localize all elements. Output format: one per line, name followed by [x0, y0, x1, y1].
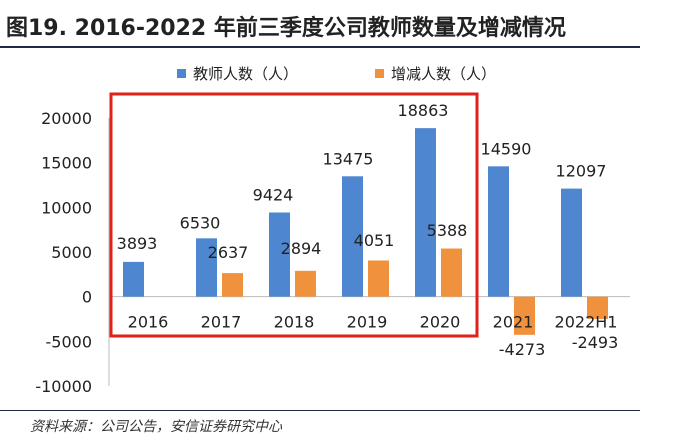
- bar-teachers-2020: [415, 128, 436, 297]
- footer-divider: [0, 410, 640, 411]
- bar-teachers-2019: [342, 176, 363, 297]
- legend-label-teachers: 教师人数（人）: [193, 65, 298, 83]
- bar-teachers-2017: [196, 238, 217, 297]
- y-tick-label: -5000: [46, 332, 93, 351]
- bar-teachers-2018: [269, 212, 290, 297]
- data-label-teachers: 18863: [398, 101, 449, 120]
- data-label-teachers: 6530: [180, 213, 221, 232]
- x-tick-label: 2017: [201, 313, 242, 332]
- title-divider: [0, 46, 640, 48]
- data-label-teachers: 9424: [253, 185, 294, 204]
- data-label-teachers: 13475: [323, 149, 374, 168]
- bar-teachers-2022H1: [561, 188, 582, 297]
- legend-label-change: 增减人数（人）: [391, 65, 496, 83]
- bar-change-2017: [222, 273, 243, 297]
- data-label-teachers: 14590: [481, 139, 532, 158]
- data-label-change: 2894: [281, 239, 322, 258]
- data-label-change: 4051: [354, 231, 395, 250]
- highlight-box: [109, 92, 479, 338]
- bar-change-2022H1: [587, 296, 608, 319]
- x-tick-label: 2020: [420, 313, 461, 332]
- y-tick-label: 0: [82, 288, 92, 307]
- source-note: 资料来源：公司公告，安信证券研究中心: [30, 419, 282, 435]
- x-tick-label: 2019: [347, 313, 388, 332]
- data-label-change: -4273: [499, 340, 546, 359]
- y-tick-label: 15000: [41, 154, 92, 173]
- data-label-teachers: 3893: [117, 234, 158, 253]
- data-label-change: 2637: [208, 243, 249, 262]
- bar-teachers-2021: [488, 166, 509, 297]
- bar-change-2019: [368, 260, 389, 297]
- legend-swatch-change: [375, 69, 384, 78]
- y-tick-label: -10000: [35, 377, 92, 396]
- bar-teachers-2016: [123, 261, 144, 297]
- x-tick-label: 2018: [274, 313, 315, 332]
- y-tick-label: 10000: [41, 198, 92, 217]
- y-tick-label: 20000: [41, 109, 92, 128]
- legend-swatch-teachers: [177, 69, 186, 78]
- x-tick-label: 2016: [128, 313, 169, 332]
- data-label-change: 5388: [427, 221, 468, 240]
- bar-change-2021: [514, 296, 535, 335]
- x-tick-label: 2021: [493, 313, 534, 332]
- bar-change-2020: [441, 248, 462, 297]
- x-tick-label: 2022H1: [555, 313, 618, 332]
- data-label-change: -2493: [572, 333, 619, 352]
- page-title: 图19. 2016-2022 年前三季度公司教师数量及增减情况: [6, 16, 566, 41]
- bar-change-2018: [295, 270, 316, 297]
- bar-chart: 教师人数（人） 增减人数（人） 20000 15000 10000 5000 0 -5000 -…: [35, 65, 630, 396]
- data-label-teachers: 12097: [556, 162, 607, 181]
- y-tick-label: 5000: [51, 243, 92, 262]
